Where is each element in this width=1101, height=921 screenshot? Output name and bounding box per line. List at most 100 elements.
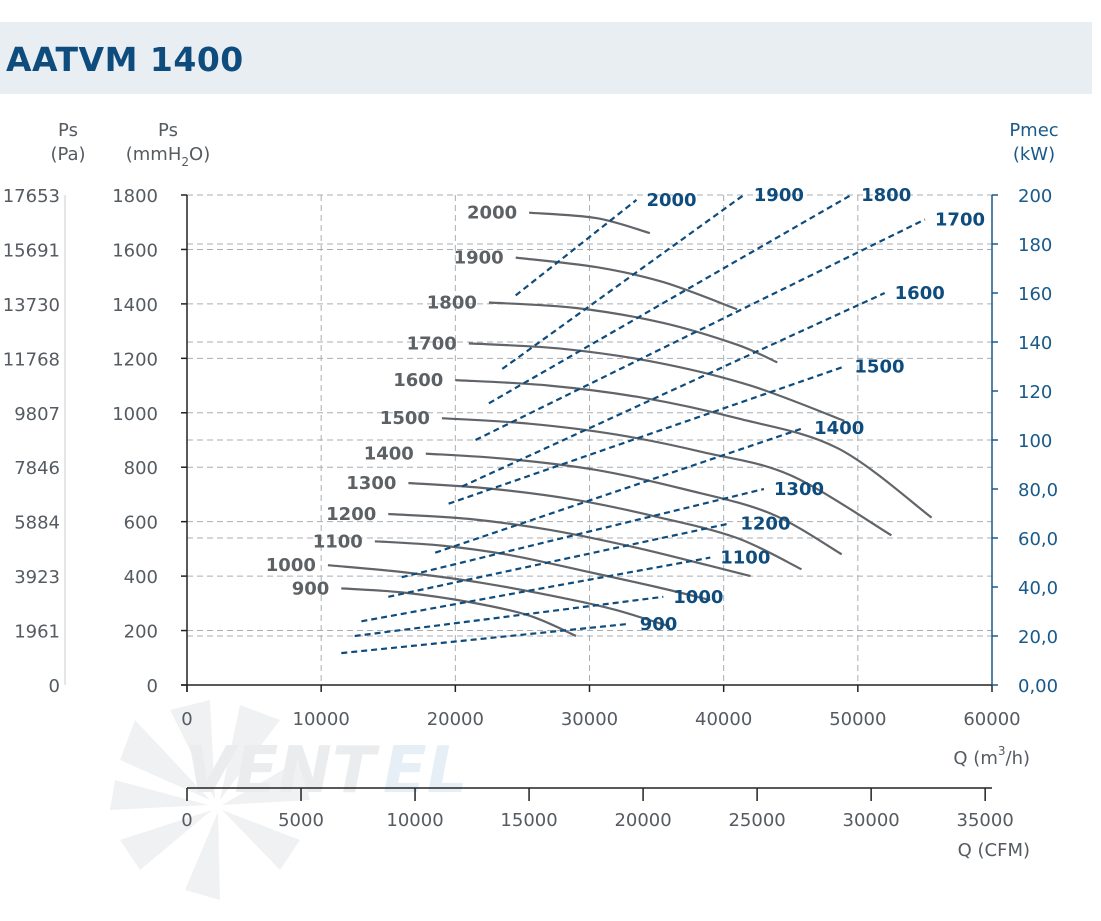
pressure-curve-label-1000: 1000 [266,555,316,576]
pressure-curve-label-900: 900 [292,578,330,599]
page-title: AATVM 1400 [6,40,244,79]
power-curve-label-1900: 1900 [754,185,804,206]
y-axis-pmec-unit: (kW) [1013,144,1055,165]
y-tick-label-mmh2o: 0 [147,676,158,697]
pressure-curve-1100 [374,540,711,602]
x-tick-label-cfm: 35000 [957,810,1014,831]
x-axis-m3h-label: Q (m3/h) [953,744,1030,769]
pressure-curve-1400 [425,452,843,556]
pressure-curve-label-1100: 1100 [313,531,363,552]
x-tick-label-m3h: 0 [181,709,192,730]
pressure-curve-1300 [408,481,802,571]
x-tick-label-cfm: 25000 [728,810,785,831]
y-tick-label-pmec: 200 [1018,186,1052,207]
y-tick-label-pa: 9807 [14,404,60,425]
y-tick-label-pmec: 20,0 [1018,627,1058,648]
y-axis-pmec-label: Pmec [1009,120,1058,141]
pressure-curve-2000 [529,211,651,235]
svg-text:EL: EL [383,734,468,808]
y-tick-label-pa: 17653 [3,186,60,207]
y-tick-label-pmec: 140 [1018,333,1052,354]
power-curve-1200 [388,522,731,598]
y-tick-label-pmec: 80,0 [1018,480,1058,501]
pressure-curve-1700 [468,342,845,422]
power-curve-label-1500: 1500 [854,357,904,378]
y-tick-label-pmec: 180 [1018,235,1052,256]
pressure-curves: 9001000110012001300140015001600170018001… [266,203,933,638]
pressure-curve-label-2000: 2000 [467,203,517,224]
power-curves: 900 1000 1100 1200 1300 1400 1500 1600 1700 1800 1… [341,185,985,655]
x-tick-label-cfm: 15000 [500,810,557,831]
pressure-curve-1600 [455,379,933,519]
y-tick-label-mmh2o: 1800 [112,186,158,207]
power-curve-label-1400: 1400 [814,418,864,439]
power-curve-label-1700: 1700 [935,210,985,231]
y-tick-label-mmh2o: 600 [124,513,158,534]
y-tick-label-pa: 7846 [14,458,60,479]
y-axis-pa-unit: (Pa) [50,144,85,165]
x-tick-label-cfm: 20000 [614,810,671,831]
power-curve-1600 [461,291,886,488]
x-tick-label-m3h: 40000 [695,709,752,730]
pressure-curve-1000 [327,564,671,628]
y-tick-label-mmh2o: 200 [124,622,158,643]
y-tick-label-mmh2o: 400 [124,567,158,588]
pressure-curve-label-1200: 1200 [326,504,376,525]
y-tick-label-pmec: 60,0 [1018,529,1058,550]
pressure-curve-label-1800: 1800 [427,293,477,314]
pressure-curve-1500 [441,417,892,537]
x-tick-label-cfm: 0 [181,810,192,831]
x-tick-label-cfm: 5000 [278,810,324,831]
y-tick-label-mmh2o: 1600 [112,240,158,261]
pressure-curve-label-1600: 1600 [393,370,443,391]
y-tick-label-pa: 13730 [3,295,60,316]
power-curve-1800 [488,194,852,405]
y-tick-label-mmh2o: 1200 [112,349,158,370]
y-axis-pa-label: Ps [58,120,78,141]
svg-text:VENT: VENT [185,734,380,808]
x-tick-label-cfm: 30000 [843,810,900,831]
y-tick-label-pa: 5884 [14,513,60,534]
pressure-curve-1200 [388,512,751,578]
pressure-curve-label-1300: 1300 [346,473,396,494]
pressure-curve-label-1900: 1900 [454,248,504,269]
power-curve-1700 [475,218,926,441]
y-tick-label-mmh2o: 1000 [112,404,158,425]
power-curve-label-900: 900 [640,614,678,635]
power-curve-label-1600: 1600 [895,283,945,304]
pressure-curve-1800 [488,301,778,364]
power-curve-label-1200: 1200 [740,513,790,534]
power-curve-label-1000: 1000 [673,587,723,608]
chart-header-band [0,22,1092,94]
chart-grid [187,194,992,685]
y-axis-mmh2o-unit: (mmH2O) [126,144,210,169]
power-curve-1400 [434,426,805,554]
ventel-logo-watermark: VENT EL [110,700,468,900]
x-tick-label-m3h: 10000 [293,709,350,730]
x-tick-label-cfm: 10000 [386,810,443,831]
pressure-curve-label-1500: 1500 [380,408,430,429]
pressure-curve-900 [341,587,577,638]
pressure-curve-label-1700: 1700 [407,333,457,354]
y-tick-label-pa: 15691 [3,240,60,261]
y-tick-label-pmec: 160 [1018,284,1052,305]
x-axis-cfm-label: Q (CFM) [958,840,1030,861]
pressure-curve-label-1400: 1400 [364,444,414,465]
power-curve-1100 [361,556,711,623]
y-tick-label-pmec: 100 [1018,431,1052,452]
y-tick-label-pmec: 120 [1018,382,1052,403]
y-tick-label-mmh2o: 800 [124,458,158,479]
chart-axes: 0 10000 20000 30000 40000 50000 60000180016001… [3,186,1058,831]
y-tick-label-pa: 3923 [14,567,60,588]
y-tick-label-mmh2o: 1400 [112,295,158,316]
power-curve-1300 [401,487,765,579]
y-tick-label-pa: 11768 [3,349,60,370]
power-curve-1900 [501,194,745,370]
power-curve-label-2000: 2000 [646,190,696,211]
y-axis-mmh2o-label: Ps [158,120,178,141]
x-tick-label-m3h: 60000 [963,709,1020,730]
y-tick-label-pa: 0 [49,676,60,697]
power-curve-1000 [354,595,664,638]
x-tick-label-m3h: 20000 [427,709,484,730]
